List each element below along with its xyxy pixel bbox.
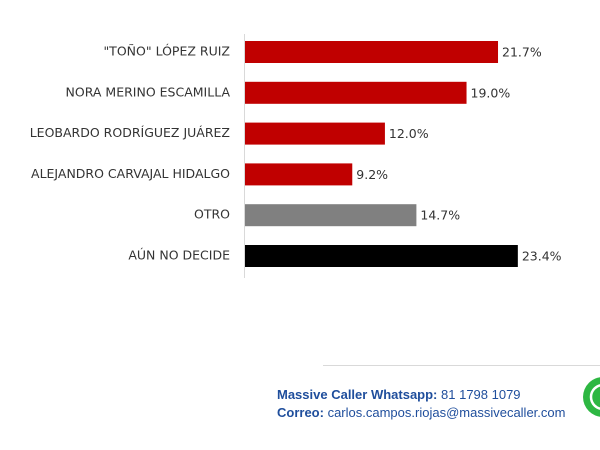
category-label: ALEJANDRO CARVAJAL HIDALGO: [31, 166, 230, 181]
bar: [245, 41, 499, 63]
value-label: 19.0%: [471, 85, 511, 100]
bar: [245, 163, 353, 186]
category-label: AÚN NO DECIDE: [128, 248, 230, 263]
value-label: 21.7%: [502, 45, 542, 60]
whatsapp-number: 81 1798 1079: [441, 387, 521, 402]
email-line: Correo: carlos.campos.riojas@massivecall…: [277, 404, 565, 422]
value-label: 23.4%: [522, 249, 562, 264]
whatsapp-line: Massive Caller Whatsapp: 81 1798 1079: [277, 386, 565, 404]
email: carlos.campos.riojas@massivecaller.com: [327, 405, 566, 420]
category-label: LEOBARDO RODRÍGUEZ JUÁREZ: [30, 125, 230, 140]
email-label: Correo:: [277, 405, 324, 420]
whatsapp-icon: [583, 377, 600, 417]
category-label: "TOÑO" LÓPEZ RUIZ: [103, 44, 230, 59]
category-label: OTRO: [194, 207, 230, 222]
bar: [245, 245, 518, 267]
value-label: 9.2%: [356, 167, 388, 182]
bar: [245, 81, 467, 104]
footer: Massive Caller Whatsapp: 81 1798 1079 Co…: [277, 386, 565, 422]
whatsapp-label: Massive Caller Whatsapp:: [277, 387, 438, 402]
category-label: NORA MERINO ESCAMILLA: [66, 84, 231, 99]
value-label: 12.0%: [389, 126, 429, 141]
bar: [245, 122, 385, 145]
bar: [245, 204, 417, 227]
value-label: 14.7%: [420, 208, 460, 223]
